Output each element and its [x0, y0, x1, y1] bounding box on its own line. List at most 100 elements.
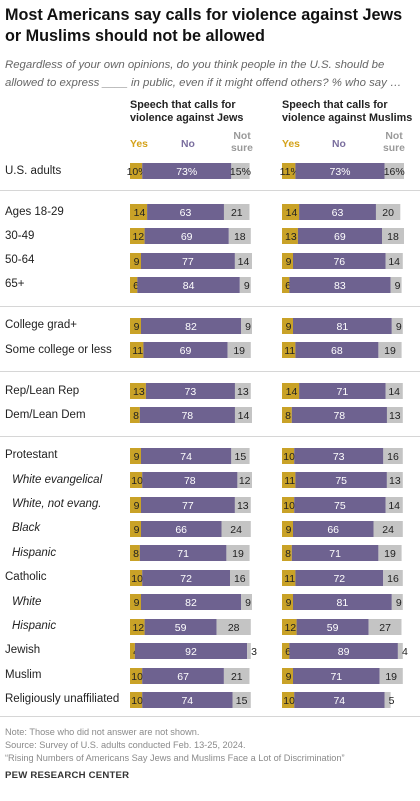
- note: Note: Those who did not answer are not s…: [5, 727, 200, 737]
- bar-muslims-no: [295, 342, 379, 358]
- bar-muslims-no: [293, 318, 392, 334]
- row-label: White, not evang.: [12, 498, 102, 510]
- bar-muslims-yes: [282, 545, 292, 561]
- data-label-muslims-not-sure: 13: [389, 475, 401, 487]
- data-label-muslims-not-sure: 9: [396, 321, 402, 333]
- data-label-muslims-no: 75: [334, 500, 346, 512]
- data-label-muslims-yes: 10: [283, 500, 295, 512]
- group-divider: [0, 371, 420, 372]
- group-divider: [0, 436, 420, 437]
- data-label-muslims-yes: 9: [286, 597, 292, 609]
- data-label-jews-yes: 8: [133, 548, 139, 560]
- data-label-jews-not-sure: 28: [228, 622, 240, 634]
- bar-jews-not-sure: [241, 594, 252, 610]
- bar-jews-no: [147, 204, 224, 220]
- data-label-muslims-no: 66: [327, 524, 339, 536]
- data-label-jews-no: 78: [184, 475, 196, 487]
- data-label-jews-yes: 10: [131, 695, 143, 707]
- bar-muslims-yes: [282, 594, 293, 610]
- row-label: 65+: [5, 278, 25, 290]
- legend-not-sure-jews: Not sure: [231, 131, 253, 154]
- legend-no-jews: No: [181, 139, 195, 150]
- bar-jews-no: [141, 448, 232, 464]
- data-label-muslims-no: 72: [333, 573, 345, 585]
- data-label-jews-not-sure: 19: [233, 345, 245, 357]
- data-label-muslims-yes: 9: [286, 524, 292, 536]
- data-label-muslims-not-sure: 19: [384, 548, 396, 560]
- row-label: Black: [12, 522, 41, 534]
- bar-jews-no: [142, 668, 224, 684]
- data-label-muslims-no: 71: [329, 548, 341, 560]
- data-label-muslims-not-sure: 24: [382, 524, 394, 536]
- data-label-muslims-no: 75: [335, 475, 347, 487]
- data-label-jews-no: 63: [180, 207, 192, 219]
- data-label-jews-yes: 13: [133, 386, 145, 398]
- bar-muslims-not-sure: [391, 594, 403, 610]
- bar-jews-not-sure: [247, 643, 251, 659]
- bar-muslims-no: [297, 228, 383, 244]
- bar-jews-not-sure: [234, 253, 252, 269]
- bar-jews-yes: [130, 521, 141, 537]
- bar-jews-yes: [130, 228, 145, 244]
- bar-jews-yes: [130, 318, 141, 334]
- data-label-jews-not-sure: 24: [230, 524, 242, 536]
- data-label-jews-yes: 9: [134, 256, 140, 268]
- bar-jews-yes: [130, 668, 143, 684]
- data-label-muslims-no: 69: [334, 231, 346, 243]
- data-label-jews-not-sure: 3: [251, 646, 257, 658]
- legend-yes-jews: Yes: [130, 139, 148, 150]
- row-label: U.S. adults: [5, 165, 62, 177]
- bar-jews-no: [134, 643, 248, 659]
- data-label-jews-not-sure: 13: [237, 500, 249, 512]
- bar-jews-yes: [130, 570, 143, 586]
- data-label-muslims-yes: 9: [286, 256, 292, 268]
- bar-jews-not-sure: [223, 204, 250, 220]
- bar-jews-not-sure: [234, 383, 251, 399]
- bar-muslims-not-sure: [383, 570, 403, 586]
- row-label: 50-64: [5, 254, 35, 266]
- data-label-muslims-yes: 6: [285, 280, 291, 292]
- bar-jews-yes: [130, 472, 143, 488]
- bar-jews-yes: [130, 594, 141, 610]
- row-label: Hispanic: [12, 547, 57, 559]
- data-label-muslims-no: 81: [337, 321, 349, 333]
- data-label-jews-no: 73%: [176, 166, 197, 178]
- chart-subtitle: Regardless of your own opinions, do you …: [5, 59, 402, 89]
- bar-muslims-yes: [282, 521, 293, 537]
- data-label-muslims-not-sure: 19: [384, 345, 396, 357]
- data-label-jews-yes: 10: [131, 671, 143, 683]
- bar-muslims-no: [295, 570, 384, 586]
- bar-muslims-no: [293, 253, 386, 269]
- row-label: Rep/Lean Rep: [5, 385, 80, 397]
- data-label-muslims-no: 68: [331, 345, 343, 357]
- bar-muslims-not-sure: [385, 497, 403, 513]
- bar-muslims-no: [289, 643, 398, 659]
- bar-jews-no: [137, 277, 240, 293]
- data-label-jews-not-sure: 16: [234, 573, 246, 585]
- bar-jews-not-sure: [231, 448, 250, 464]
- data-label-jews-not-sure: 21: [231, 207, 243, 219]
- data-label-muslims-no: 73: [333, 451, 345, 463]
- row-label: Religiously unaffiliated: [5, 693, 120, 705]
- data-label-muslims-yes: 10: [283, 451, 295, 463]
- legend-not-sure-muslims: Not sure: [383, 131, 405, 154]
- data-label-jews-no: 71: [177, 548, 189, 560]
- bar-jews-no: [142, 472, 238, 488]
- bar-muslims-no: [296, 619, 369, 635]
- data-label-muslims-yes: 8: [285, 410, 291, 422]
- row-label: Hispanic: [12, 620, 57, 632]
- bar-muslims-not-sure: [378, 545, 402, 561]
- data-label-muslims-yes: 9: [286, 671, 292, 683]
- bar-jews-no: [142, 692, 233, 708]
- data-label-jews-yes: 12: [132, 231, 144, 243]
- data-label-jews-no: 72: [180, 573, 192, 585]
- bar-muslims-yes: [282, 253, 293, 269]
- bar-jews-not-sure: [241, 318, 252, 334]
- data-label-muslims-no: 63: [332, 207, 344, 219]
- bar-muslims-no: [299, 383, 386, 399]
- data-label-muslims-not-sure: 16: [387, 451, 399, 463]
- row-label: Ages 18-29: [5, 206, 64, 218]
- bar-jews-not-sure: [234, 497, 251, 513]
- bar-muslims-yes: [282, 619, 297, 635]
- bar-jews-no: [142, 570, 230, 586]
